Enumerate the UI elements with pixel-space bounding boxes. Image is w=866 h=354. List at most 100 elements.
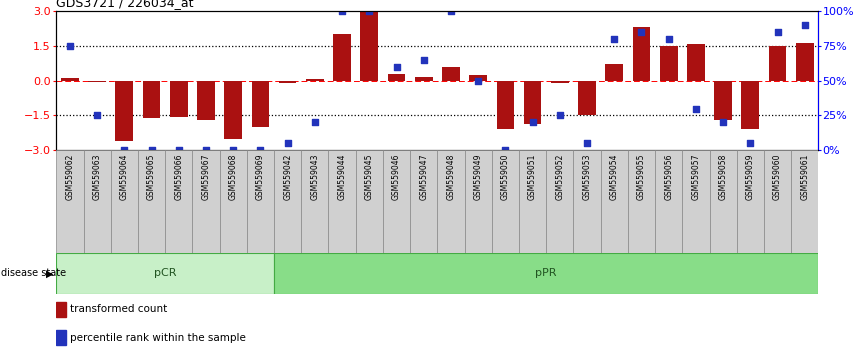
Text: GSM559046: GSM559046 [392, 154, 401, 200]
Bar [279, 81, 296, 83]
Text: GSM559044: GSM559044 [338, 154, 346, 200]
Bar [274, 253, 818, 294]
Text: GSM559059: GSM559059 [746, 154, 755, 200]
Text: transformed count: transformed count [70, 304, 167, 314]
Bar [469, 75, 487, 81]
Text: GSM559054: GSM559054 [610, 154, 618, 200]
Bar [328, 150, 356, 253]
Point [281, 141, 294, 146]
Bar [655, 150, 682, 253]
Bar [274, 150, 301, 253]
Point [662, 36, 675, 41]
Bar [170, 81, 188, 117]
Text: GSM559067: GSM559067 [202, 154, 210, 200]
Point [553, 113, 566, 118]
Bar [111, 150, 138, 253]
Text: GSM559051: GSM559051 [528, 154, 537, 200]
Bar [769, 46, 786, 81]
Point [226, 148, 240, 153]
Bar [709, 150, 737, 253]
Bar [306, 79, 324, 81]
Bar [143, 81, 160, 118]
Bar [388, 74, 405, 81]
Bar [356, 150, 383, 253]
Bar [546, 150, 573, 253]
Text: GSM559062: GSM559062 [66, 154, 74, 200]
Point [444, 8, 458, 13]
Text: GSM559064: GSM559064 [120, 154, 129, 200]
Bar [56, 302, 66, 317]
Point [417, 57, 430, 62]
Bar [56, 253, 274, 294]
Text: GSM559057: GSM559057 [691, 154, 701, 200]
Bar [687, 44, 705, 81]
Bar [251, 81, 269, 127]
Text: GSM559068: GSM559068 [229, 154, 237, 200]
Point [743, 141, 757, 146]
Bar [464, 150, 492, 253]
Bar [224, 81, 242, 139]
Bar [628, 150, 655, 253]
Bar [360, 12, 378, 81]
Bar [492, 150, 519, 253]
Bar [247, 150, 274, 253]
Text: GSM559048: GSM559048 [447, 154, 456, 200]
Bar [197, 81, 215, 120]
Text: GSM559055: GSM559055 [637, 154, 646, 200]
Bar [632, 27, 650, 81]
Bar [601, 150, 628, 253]
Bar [220, 150, 247, 253]
Point [362, 8, 376, 13]
Text: GSM559060: GSM559060 [773, 154, 782, 200]
Point [254, 148, 268, 153]
Point [308, 120, 322, 125]
Text: GSM559069: GSM559069 [256, 154, 265, 200]
Text: percentile rank within the sample: percentile rank within the sample [70, 333, 246, 343]
Bar [415, 77, 433, 81]
Bar [115, 81, 133, 141]
Bar [437, 150, 464, 253]
Bar [138, 150, 165, 253]
Bar [764, 150, 792, 253]
Point [90, 113, 104, 118]
Bar [737, 150, 764, 253]
Point [716, 120, 730, 125]
Point [390, 64, 404, 69]
Text: pPR: pPR [535, 268, 557, 279]
Point [118, 148, 132, 153]
Bar [796, 43, 814, 81]
Text: GSM559049: GSM559049 [474, 154, 482, 200]
Bar [792, 150, 818, 253]
Point [635, 29, 649, 34]
Text: GDS3721 / 226034_at: GDS3721 / 226034_at [56, 0, 194, 10]
Bar [551, 81, 569, 83]
Point [145, 148, 158, 153]
Point [798, 22, 811, 28]
Text: GSM559063: GSM559063 [93, 154, 101, 200]
Bar [524, 81, 541, 124]
Bar [682, 150, 709, 253]
Bar [714, 81, 732, 120]
Text: GSM559052: GSM559052 [555, 154, 565, 200]
Bar [573, 150, 601, 253]
Bar [165, 150, 192, 253]
Bar [741, 81, 759, 130]
Bar [410, 150, 437, 253]
Point [471, 78, 485, 84]
Point [199, 148, 213, 153]
Bar [383, 150, 410, 253]
Bar [519, 150, 546, 253]
Point [63, 43, 77, 48]
Point [171, 148, 185, 153]
Text: GSM559042: GSM559042 [283, 154, 292, 200]
Bar [578, 81, 596, 115]
Point [607, 36, 621, 41]
Point [580, 141, 594, 146]
Text: GSM559061: GSM559061 [800, 154, 809, 200]
Bar [660, 46, 677, 81]
Point [689, 106, 703, 112]
Bar [443, 67, 460, 81]
Bar [88, 81, 106, 82]
Bar [333, 34, 351, 81]
Text: disease state: disease state [1, 268, 66, 279]
